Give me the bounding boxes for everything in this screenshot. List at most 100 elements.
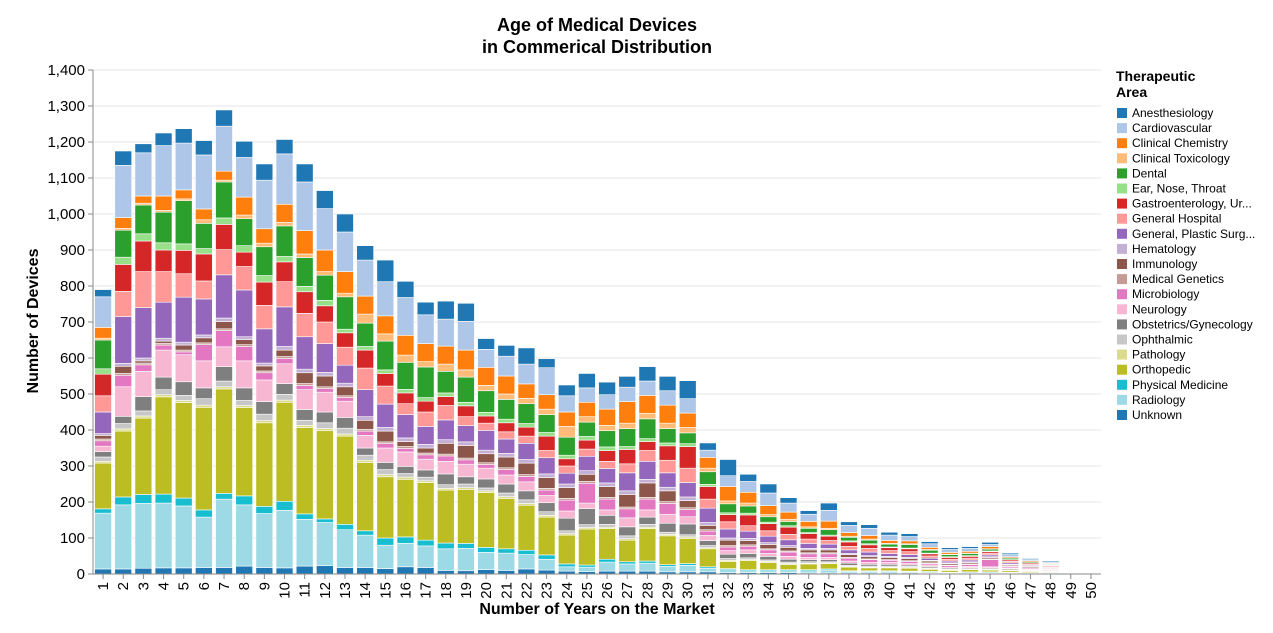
bar-segment — [658, 513, 677, 524]
bar-segment — [537, 432, 556, 437]
bar-segment — [356, 447, 374, 456]
bar-segment — [880, 567, 899, 572]
legend-label: Anesthesiology — [1132, 106, 1213, 120]
bar-segment — [416, 469, 435, 478]
bar-segment — [295, 230, 314, 255]
bar-segment — [860, 544, 878, 549]
bar-segment — [114, 430, 132, 498]
bar-segment — [477, 367, 495, 386]
bar-segment — [578, 439, 596, 450]
bar-segment — [416, 343, 435, 362]
bar-segment — [497, 431, 516, 440]
bar-segment — [437, 443, 455, 455]
bar-segment — [618, 401, 637, 424]
bar-segment — [255, 275, 274, 283]
bar-segment — [517, 481, 536, 492]
legend-swatch — [1117, 334, 1127, 345]
bar-segment — [578, 416, 596, 423]
bar-segment — [759, 544, 778, 550]
bar-segment — [457, 405, 475, 417]
legend-title-line-1: Therapeutic — [1116, 68, 1196, 84]
bar-segment — [316, 411, 334, 424]
bar-segment — [517, 490, 536, 501]
bar-segment — [638, 524, 657, 528]
bar-segment — [799, 557, 818, 560]
bar-segment — [396, 335, 415, 356]
bar-segment — [215, 321, 233, 330]
bar-segment — [497, 498, 516, 550]
bar-stack-group — [94, 109, 1060, 575]
bar-segment — [94, 296, 112, 328]
bar-segment — [537, 435, 556, 451]
bar-segment — [275, 509, 294, 569]
bar-segment — [215, 224, 233, 250]
bar-segment — [457, 302, 475, 322]
bar-segment — [356, 389, 374, 417]
bar-segment — [195, 280, 213, 300]
bar-segment — [255, 420, 274, 424]
bar-segment — [416, 567, 435, 575]
bar-segment — [557, 563, 576, 568]
bar-segment — [316, 372, 334, 377]
bar-segment — [134, 240, 153, 272]
bar-segment — [880, 547, 899, 551]
bar-segment — [941, 547, 959, 550]
bar-segment — [215, 109, 233, 127]
bar-segment — [396, 403, 415, 415]
bar-segment — [678, 446, 697, 469]
legend-swatch — [1117, 108, 1127, 118]
legend-label: Clinical Chemistry — [1132, 136, 1228, 150]
bar-segment — [638, 441, 657, 451]
bar-segment — [517, 554, 536, 570]
bar-segment — [557, 566, 576, 572]
bar-segment — [235, 214, 253, 219]
bar-segment — [517, 568, 536, 575]
bar-segment — [497, 483, 516, 494]
bar-segment — [416, 454, 435, 460]
bar-segment — [820, 543, 838, 549]
bar-segment — [376, 427, 395, 432]
bar-segment — [477, 552, 495, 570]
bar-segment — [739, 525, 757, 532]
bar-segment — [437, 300, 455, 320]
bar-segment — [537, 367, 556, 396]
bar-segment — [295, 385, 314, 390]
bar-segment — [275, 358, 294, 365]
bar-segment — [477, 467, 495, 480]
bar-segment — [759, 492, 778, 506]
bar-segment — [215, 274, 233, 319]
bar-segment — [578, 387, 596, 403]
x-tick-label: 35 — [781, 582, 798, 599]
x-tick-label: 1 — [95, 582, 112, 590]
legend-swatch — [1117, 274, 1127, 285]
bar-segment — [134, 503, 153, 569]
bar-segment — [336, 417, 354, 429]
bar-segment — [437, 345, 455, 365]
bar-segment — [1001, 554, 1020, 558]
bar-segment — [437, 318, 455, 347]
bar-segment — [336, 332, 354, 348]
bar-segment — [356, 349, 374, 369]
bar-segment — [174, 400, 193, 403]
bar-segment — [900, 558, 919, 561]
y-tick-label: 1,200 — [47, 134, 85, 151]
bar-segment — [396, 451, 415, 467]
bar-segment — [517, 462, 536, 475]
bar-segment — [134, 360, 153, 364]
x-tick-label: 21 — [498, 582, 515, 599]
bar-segment — [275, 221, 294, 227]
bar-segment — [860, 535, 878, 540]
bar-segment — [235, 336, 253, 340]
bar-segment — [336, 386, 354, 397]
bar-segment — [477, 430, 495, 451]
x-axis: 1 2 3 4 5 6 7 8 9 10 11 12 13 14 15 16 17 18 19 20 21 22 23 24 2… — [93, 573, 1101, 599]
bar-segment — [537, 495, 556, 504]
bar-segment — [678, 412, 697, 428]
bar-segment — [416, 314, 435, 344]
legend-label: Gastroenterology, Ur... — [1132, 197, 1252, 211]
bar-segment — [235, 387, 253, 401]
bar-segment — [759, 505, 778, 515]
bar-segment — [195, 219, 213, 224]
bar-segment — [316, 430, 334, 520]
bar-segment — [295, 181, 314, 231]
